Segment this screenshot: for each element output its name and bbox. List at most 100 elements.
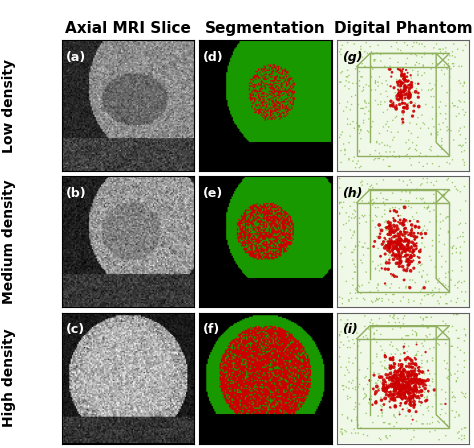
Point — [408, 258, 416, 265]
Point — [399, 220, 406, 227]
Point — [392, 251, 400, 258]
Point — [384, 231, 392, 238]
Point — [401, 391, 408, 398]
Point — [386, 373, 393, 380]
Point — [408, 364, 415, 371]
Point — [381, 388, 389, 395]
Point — [397, 382, 405, 389]
Point — [410, 390, 417, 397]
Point — [393, 246, 401, 253]
Point — [393, 385, 401, 392]
Point — [405, 396, 412, 403]
Point — [391, 245, 399, 252]
Point — [400, 228, 408, 235]
Point — [393, 379, 401, 387]
Point — [396, 254, 404, 261]
Point — [414, 379, 422, 387]
Point — [409, 370, 417, 378]
Point — [400, 238, 408, 245]
Point — [397, 88, 405, 95]
Point — [392, 217, 400, 224]
Point — [408, 385, 416, 392]
Point — [409, 387, 416, 394]
Point — [386, 404, 394, 411]
Point — [409, 364, 417, 371]
Point — [382, 236, 389, 243]
Point — [408, 242, 415, 250]
Point — [394, 82, 402, 89]
Point — [415, 364, 423, 371]
Point — [394, 247, 402, 254]
Point — [397, 400, 405, 407]
Point — [396, 387, 404, 394]
Point — [406, 248, 414, 255]
Point — [404, 382, 412, 389]
Point — [407, 372, 415, 379]
Point — [392, 238, 399, 246]
Point — [405, 388, 412, 395]
Point — [412, 234, 419, 241]
Point — [411, 223, 419, 230]
Point — [401, 390, 409, 397]
Point — [401, 228, 409, 236]
Point — [386, 240, 393, 247]
Point — [396, 244, 404, 251]
Point — [416, 248, 423, 255]
Point — [399, 378, 407, 385]
Point — [422, 397, 429, 405]
Point — [406, 363, 413, 370]
Point — [401, 73, 409, 81]
Point — [389, 374, 397, 381]
Point — [392, 105, 400, 112]
Point — [393, 241, 401, 249]
Point — [392, 385, 400, 392]
Point — [390, 256, 397, 263]
Point — [385, 259, 393, 267]
Point — [380, 387, 388, 394]
Point — [405, 379, 413, 386]
Point — [405, 82, 412, 89]
Text: (g): (g) — [342, 51, 363, 64]
Point — [394, 79, 402, 86]
Point — [402, 267, 410, 274]
Point — [401, 76, 408, 83]
Point — [400, 370, 407, 378]
Point — [398, 373, 406, 380]
Point — [401, 247, 409, 254]
Text: (c): (c) — [65, 323, 85, 336]
Point — [396, 263, 404, 270]
Point — [401, 230, 409, 237]
Point — [403, 90, 410, 97]
Point — [403, 379, 410, 386]
Point — [408, 380, 415, 388]
Point — [398, 363, 405, 370]
Point — [398, 370, 405, 377]
Point — [408, 392, 416, 400]
Point — [389, 373, 397, 380]
Point — [399, 376, 407, 383]
Point — [386, 240, 394, 247]
Point — [383, 242, 390, 249]
Point — [400, 232, 407, 239]
Point — [391, 371, 398, 378]
Point — [395, 240, 402, 247]
Point — [400, 72, 408, 79]
Point — [424, 376, 432, 383]
Point — [406, 389, 414, 396]
Point — [409, 394, 416, 401]
Point — [375, 234, 383, 241]
Point — [395, 383, 402, 391]
Point — [392, 403, 399, 410]
Point — [402, 382, 410, 389]
Point — [397, 94, 405, 101]
Point — [387, 355, 394, 362]
Point — [375, 221, 383, 228]
Point — [391, 369, 398, 376]
Point — [394, 390, 402, 397]
Point — [396, 231, 404, 238]
Point — [399, 232, 406, 239]
Point — [412, 371, 420, 379]
Point — [396, 78, 404, 85]
Point — [399, 395, 406, 402]
Point — [387, 388, 394, 395]
